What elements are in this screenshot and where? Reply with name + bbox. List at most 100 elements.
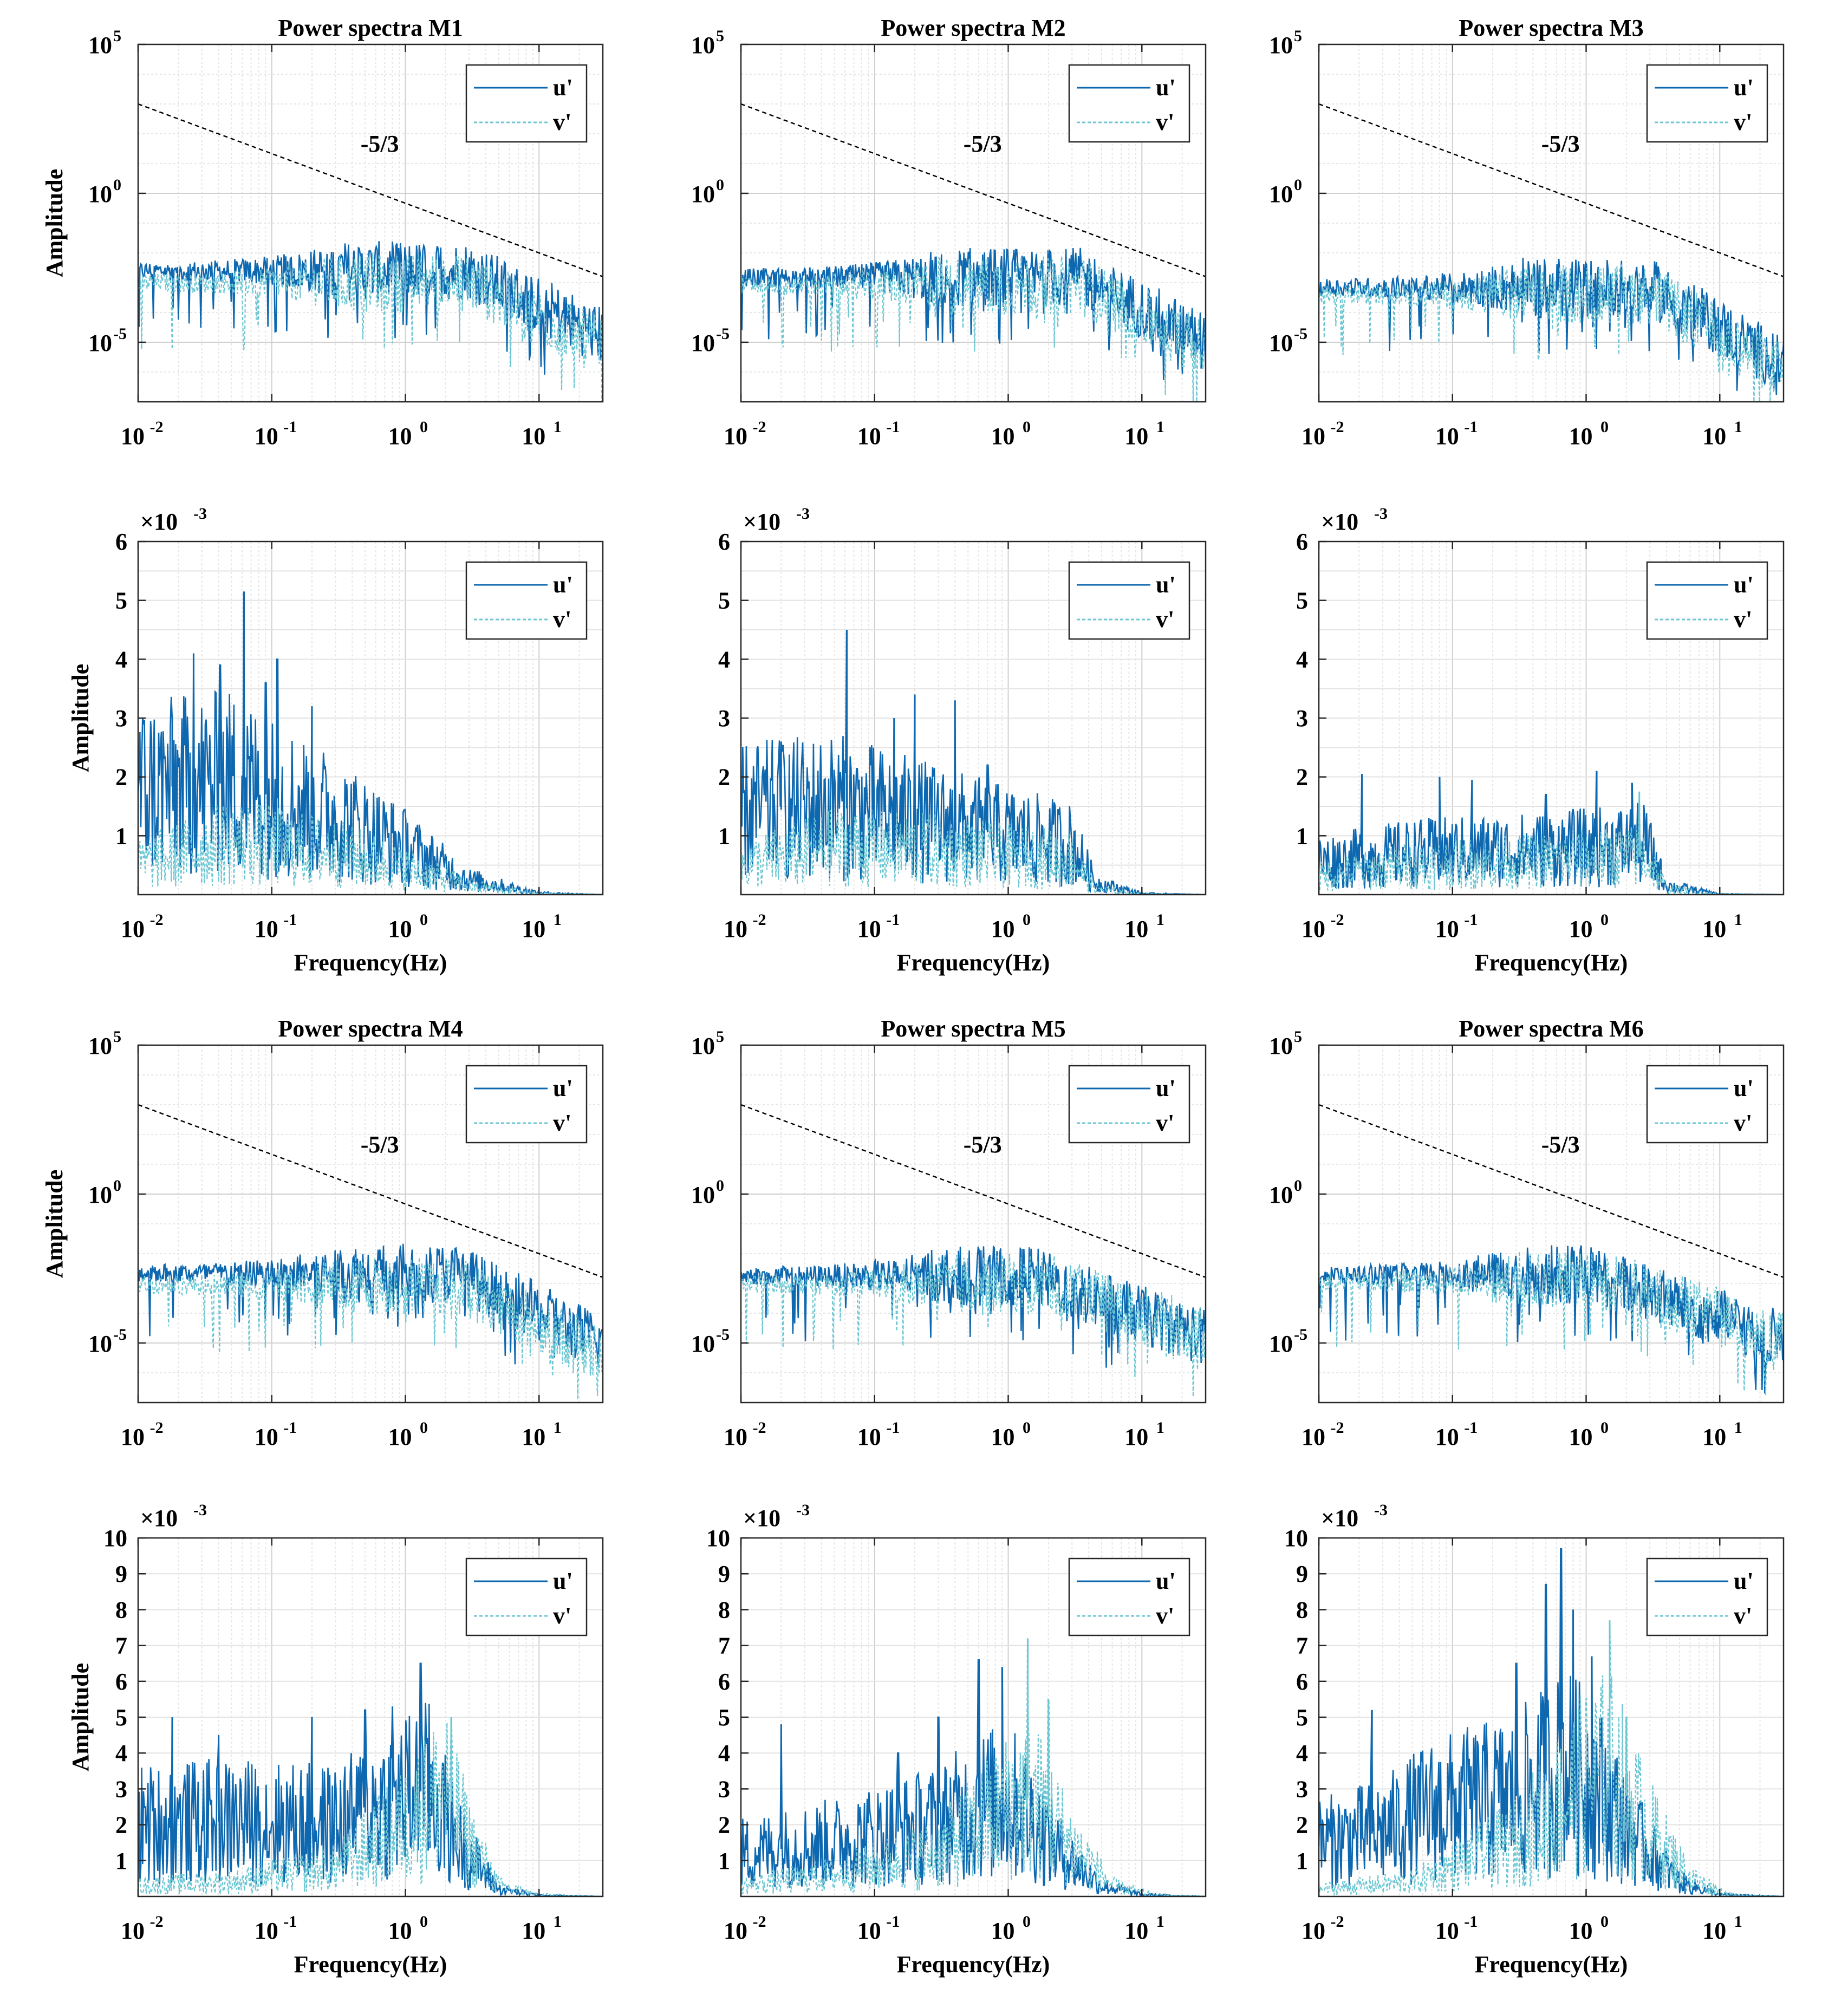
y-tick-label: 10 (1269, 1331, 1293, 1357)
legend-box (465, 64, 588, 143)
x-tick-label: 10 (857, 916, 881, 942)
x-tick-label: 10 (1302, 1424, 1325, 1450)
y-axis-label: Amplitude (67, 1663, 94, 1771)
y-tick-exponent: 0 (1294, 1177, 1302, 1195)
x-tick-exponent: -2 (1331, 418, 1344, 436)
y-tick-label: 3 (718, 1776, 730, 1802)
x-tick-label: 10 (724, 1424, 747, 1450)
legend-box (465, 1065, 588, 1144)
y-tick-label: 6 (1296, 529, 1308, 555)
y-tick-label: 4 (115, 646, 127, 673)
x-tick-exponent: -2 (150, 1913, 164, 1931)
x-tick-exponent: -1 (886, 1419, 900, 1437)
chart-lin-M6: 10 -2 10 -1 10 0 10 1 1 2 3 4 5 6 7 8 9 10 ×10 -3 Frequency(… (1284, 1501, 1785, 1978)
y-tick-exponent: 5 (716, 1028, 724, 1046)
series-group (138, 591, 603, 895)
chart-title: Power spectra M4 (278, 1015, 463, 1042)
x-tick-label: 10 (1124, 1424, 1148, 1450)
legend-v-label: v' (1156, 606, 1174, 633)
x-tick-label: 10 (1569, 1424, 1593, 1450)
x-tick-label: 10 (388, 423, 412, 449)
legend: u' v' (1646, 64, 1768, 143)
y-tick-label: 10 (1269, 32, 1293, 58)
x-tick-exponent: -2 (150, 418, 164, 436)
y-tick-exponent: 0 (113, 1177, 121, 1195)
y-axis-label: Amplitude (41, 169, 68, 277)
x-tick-label: 10 (121, 916, 145, 942)
x-tick-exponent: -2 (1331, 1913, 1344, 1931)
scale-factor: ×10 (743, 1505, 780, 1531)
y-tick-label: 2 (115, 764, 127, 791)
y-tick-label: 2 (1296, 764, 1308, 791)
series-group (741, 629, 1206, 895)
y-tick-exponent: -5 (113, 1326, 127, 1344)
slope-reference-line (1319, 1104, 1784, 1278)
legend: u' v' (1646, 1065, 1768, 1144)
y-tick-label: 10 (691, 1182, 715, 1208)
legend: u' v' (465, 1557, 588, 1637)
y-tick-label: 10 (1269, 181, 1293, 207)
legend: u' v' (1068, 1557, 1190, 1637)
x-tick-exponent: 1 (554, 418, 562, 436)
x-tick-exponent: -1 (283, 418, 297, 436)
series-v-line (1319, 791, 1784, 895)
grid (741, 1045, 1206, 1403)
series-group (741, 1638, 1206, 1896)
legend-u-label: u' (553, 1568, 573, 1594)
y-tick-label: 10 (691, 181, 715, 207)
legend-box (1068, 1065, 1190, 1144)
y-axis-label: Amplitude (41, 1170, 68, 1278)
slope-reference-line (138, 103, 603, 277)
series-u-line (138, 591, 603, 895)
x-tick-exponent: 0 (420, 1913, 428, 1931)
y-tick-labels: 1 2 3 4 5 6 (1296, 529, 1326, 849)
series-v-line (1319, 1251, 1784, 1396)
x-tick-exponent: 0 (1600, 1913, 1609, 1931)
x-tick-label: 10 (121, 423, 145, 449)
y-tick-label: 3 (1296, 1776, 1308, 1802)
legend-u-label: u' (553, 74, 573, 101)
legend-v-label: v' (1156, 109, 1174, 135)
series-v-line (1319, 1620, 1784, 1896)
axes-box (1318, 1044, 1785, 1404)
series-group (138, 1104, 603, 1400)
y-axis-label: Amplitude (67, 664, 94, 772)
x-tick-label: 10 (388, 1424, 412, 1450)
series-group (138, 1662, 603, 1896)
x-tick-exponent: 0 (1600, 418, 1609, 436)
y-tick-label: 2 (115, 1812, 127, 1838)
x-tick-label: 10 (991, 1424, 1015, 1450)
y-tick-label: 8 (718, 1596, 730, 1623)
x-tick-label: 10 (857, 1918, 881, 1944)
y-tick-label: 2 (718, 1812, 730, 1838)
y-tick-exponent: -5 (1294, 325, 1307, 343)
x-tick-label: 10 (857, 1424, 881, 1450)
y-tick-label: 2 (1296, 1812, 1308, 1838)
slope-reference-line (1319, 103, 1784, 277)
legend-v-label: v' (553, 606, 571, 633)
legend-v-label: v' (1156, 1602, 1174, 1629)
slope-reference-line (741, 103, 1206, 277)
x-axis-label: Frequency(Hz) (897, 949, 1050, 976)
x-tick-exponent: 1 (1156, 1913, 1164, 1931)
x-tick-label: 10 (1702, 916, 1726, 942)
x-tick-exponent: -1 (886, 911, 900, 929)
legend-u-label: u' (1156, 1568, 1176, 1594)
y-tick-label: 4 (718, 1740, 730, 1766)
y-tick-exponent: 5 (1294, 27, 1302, 45)
legend-box (1646, 1557, 1768, 1637)
x-tick-exponent: -1 (886, 1913, 900, 1931)
x-axis-label: Frequency(Hz) (897, 1951, 1050, 1978)
x-tick-label: 10 (1569, 916, 1593, 942)
x-tick-exponent: 0 (420, 418, 428, 436)
y-tick-label: 3 (718, 705, 730, 732)
y-tick-labels: 1 2 3 4 5 6 (718, 529, 749, 849)
y-tick-exponent: 5 (113, 1028, 121, 1046)
chart-title: Power spectra M3 (1459, 15, 1643, 41)
y-tick-label: 9 (115, 1561, 127, 1587)
y-tick-label: 8 (115, 1596, 127, 1623)
x-tick-exponent: 1 (554, 911, 562, 929)
